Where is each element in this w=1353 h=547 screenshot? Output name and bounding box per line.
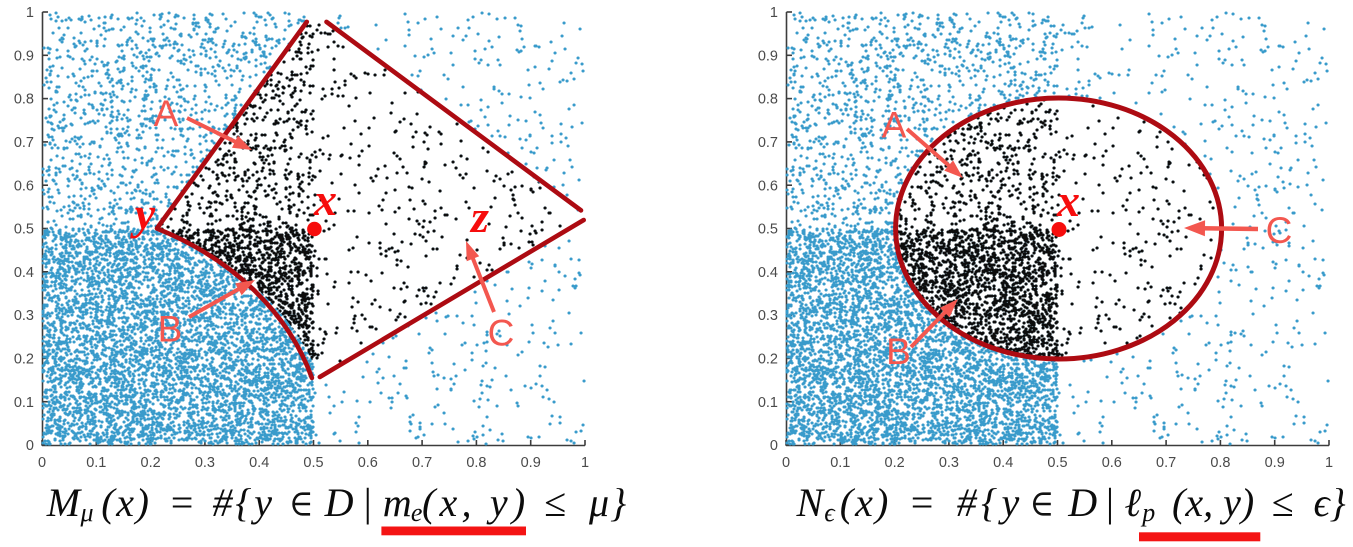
svg-text:(x): (x) bbox=[840, 480, 891, 525]
svg-text:0.6: 0.6 bbox=[1102, 455, 1122, 471]
svg-text:1: 1 bbox=[770, 5, 778, 21]
svg-text:0.5: 0.5 bbox=[14, 222, 34, 238]
svg-text:#{y: #{y bbox=[957, 480, 1024, 525]
svg-text:1: 1 bbox=[1325, 455, 1333, 471]
svg-text:|: | bbox=[362, 480, 373, 525]
svg-text:m: m bbox=[383, 480, 412, 525]
svg-text:A: A bbox=[882, 105, 907, 146]
svg-text:0.4: 0.4 bbox=[14, 265, 34, 281]
svg-text:ϵ}: ϵ} bbox=[1314, 480, 1346, 525]
svg-text:0.7: 0.7 bbox=[14, 135, 34, 151]
svg-text:y: y bbox=[130, 188, 156, 239]
svg-text:0: 0 bbox=[782, 455, 790, 471]
svg-text:N: N bbox=[796, 480, 826, 525]
svg-text:0: 0 bbox=[26, 438, 34, 454]
svg-text:μ}: μ} bbox=[588, 480, 627, 525]
svg-text:0.7: 0.7 bbox=[1156, 455, 1176, 471]
svg-text:0.6: 0.6 bbox=[758, 178, 778, 194]
svg-text:0.8: 0.8 bbox=[466, 455, 486, 471]
svg-text:(x, y): (x, y) bbox=[1172, 480, 1254, 525]
svg-text:0.3: 0.3 bbox=[939, 455, 959, 471]
svg-text:0.9: 0.9 bbox=[14, 48, 34, 64]
svg-text:0.8: 0.8 bbox=[758, 92, 778, 108]
svg-text:C: C bbox=[488, 313, 515, 354]
svg-text:0.2: 0.2 bbox=[758, 352, 778, 368]
svg-text:0.1: 0.1 bbox=[758, 395, 778, 411]
svg-text:D: D bbox=[1067, 480, 1097, 525]
svg-text:0.7: 0.7 bbox=[412, 455, 432, 471]
svg-text:0: 0 bbox=[770, 438, 778, 454]
svg-text:=: = bbox=[908, 480, 935, 525]
svg-text:0.4: 0.4 bbox=[249, 455, 269, 471]
svg-text:#{y: #{y bbox=[213, 480, 275, 525]
svg-text:0.8: 0.8 bbox=[14, 92, 34, 108]
svg-text:0.2: 0.2 bbox=[141, 455, 161, 471]
svg-text:0.9: 0.9 bbox=[1265, 455, 1285, 471]
svg-text:0.3: 0.3 bbox=[758, 308, 778, 324]
svg-text:1: 1 bbox=[26, 5, 34, 21]
svg-text:0.4: 0.4 bbox=[758, 265, 778, 281]
svg-text:0.5: 0.5 bbox=[758, 222, 778, 238]
svg-text:p: p bbox=[1140, 498, 1155, 527]
svg-text:0.6: 0.6 bbox=[358, 455, 378, 471]
svg-text:0.9: 0.9 bbox=[521, 455, 541, 471]
svg-text:0.2: 0.2 bbox=[14, 352, 34, 368]
svg-text:=: = bbox=[168, 480, 195, 525]
svg-text:0.6: 0.6 bbox=[14, 178, 34, 194]
svg-text:z: z bbox=[469, 191, 489, 242]
svg-text:1: 1 bbox=[581, 455, 589, 471]
svg-text:≤: ≤ bbox=[1272, 480, 1294, 525]
svg-text:μ: μ bbox=[80, 498, 94, 527]
svg-text:C: C bbox=[1266, 210, 1293, 251]
svg-text:ϵ: ϵ bbox=[824, 498, 836, 527]
svg-text:0: 0 bbox=[38, 455, 46, 471]
svg-text:0.8: 0.8 bbox=[1210, 455, 1230, 471]
svg-text:M: M bbox=[46, 480, 83, 525]
svg-text:0.4: 0.4 bbox=[993, 455, 1013, 471]
svg-text:0.3: 0.3 bbox=[195, 455, 215, 471]
svg-text:0.3: 0.3 bbox=[14, 308, 34, 324]
svg-text:A: A bbox=[154, 93, 179, 134]
svg-text:0.1: 0.1 bbox=[830, 455, 850, 471]
svg-text:x: x bbox=[1056, 175, 1080, 226]
svg-text:0.5: 0.5 bbox=[1047, 455, 1067, 471]
svg-text:B: B bbox=[886, 331, 911, 372]
svg-text:x: x bbox=[313, 174, 337, 225]
svg-text:(x): (x) bbox=[101, 480, 150, 525]
svg-text:0.1: 0.1 bbox=[14, 395, 34, 411]
svg-text:D: D bbox=[324, 480, 354, 525]
svg-text:ℓ: ℓ bbox=[1124, 480, 1141, 525]
svg-text:0.7: 0.7 bbox=[758, 135, 778, 151]
svg-text:≤: ≤ bbox=[544, 480, 566, 525]
svg-text:e: e bbox=[411, 498, 423, 527]
svg-text:B: B bbox=[158, 309, 183, 350]
svg-text:0.5: 0.5 bbox=[303, 455, 323, 471]
svg-text:0.1: 0.1 bbox=[86, 455, 106, 471]
svg-text:|: | bbox=[1104, 480, 1115, 525]
svg-text:0.2: 0.2 bbox=[885, 455, 905, 471]
svg-text:(x, y): (x, y) bbox=[422, 480, 529, 525]
svg-text:0.9: 0.9 bbox=[758, 48, 778, 64]
